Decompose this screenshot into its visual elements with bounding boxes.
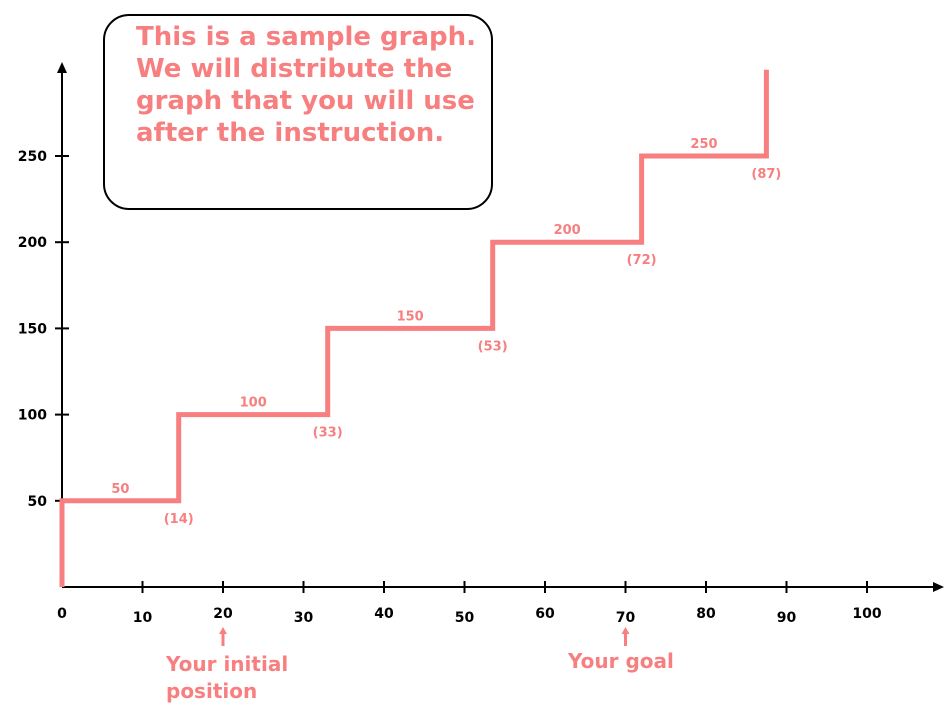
step-level-label: 50 [111,482,129,497]
y-tick-label: 50 [28,494,48,510]
step-level-label: 250 [690,137,717,152]
x-tick-label: 100 [852,606,881,622]
x-tick-label: 30 [294,610,314,626]
goal-callout: Your goal [568,648,728,675]
sample-graph-note: This is a sample graph. We will distribu… [103,14,493,210]
step-end-label: (14) [164,512,194,527]
tick-marks: 0 10 20 30 40 50 60 70 80 90 100 50 100 150 200 250 [18,149,882,626]
x-tick-label: 90 [777,610,797,626]
x-tick-label: 20 [213,606,233,622]
callout-arrows [219,627,630,646]
initial-position-callout: Your initial position [166,651,326,705]
annotation-arrow-head [219,627,227,634]
x-tick-label: 40 [374,606,394,622]
x-tick-label: 60 [535,606,555,622]
initial-position-label-line2: position [166,679,258,703]
series [59,69,769,587]
y-axis-arrow [57,62,67,73]
step-end-label: (87) [751,167,781,182]
step-level-label: 150 [397,309,424,324]
y-tick-label: 150 [18,321,47,337]
x-axis-arrow [933,582,944,592]
x-tick-label: 70 [616,610,636,626]
step-level-label: 200 [554,223,581,238]
y-tick-label: 250 [18,149,47,165]
step-line [59,69,769,587]
step-end-label: (72) [627,253,657,268]
initial-position-label-line1: Your initial [166,652,289,676]
x-tick-label: 50 [455,610,475,626]
step-labels: 50 (14) 100 (33) 150 (53) 200 (72) 250 (87) [111,137,781,527]
x-tick-label: 80 [696,606,716,622]
annotation-arrow-head [621,627,630,634]
x-tick-label: 0 [57,606,67,622]
step-end-label: (33) [313,426,343,441]
goal-label: Your goal [568,649,674,673]
note-text: This is a sample graph. We will distribu… [136,22,477,148]
step-end-label: (53) [478,339,508,354]
y-tick-label: 200 [18,235,47,251]
x-tick-label: 10 [133,610,153,626]
step-level-label: 100 [240,396,267,411]
y-tick-label: 100 [18,408,47,424]
